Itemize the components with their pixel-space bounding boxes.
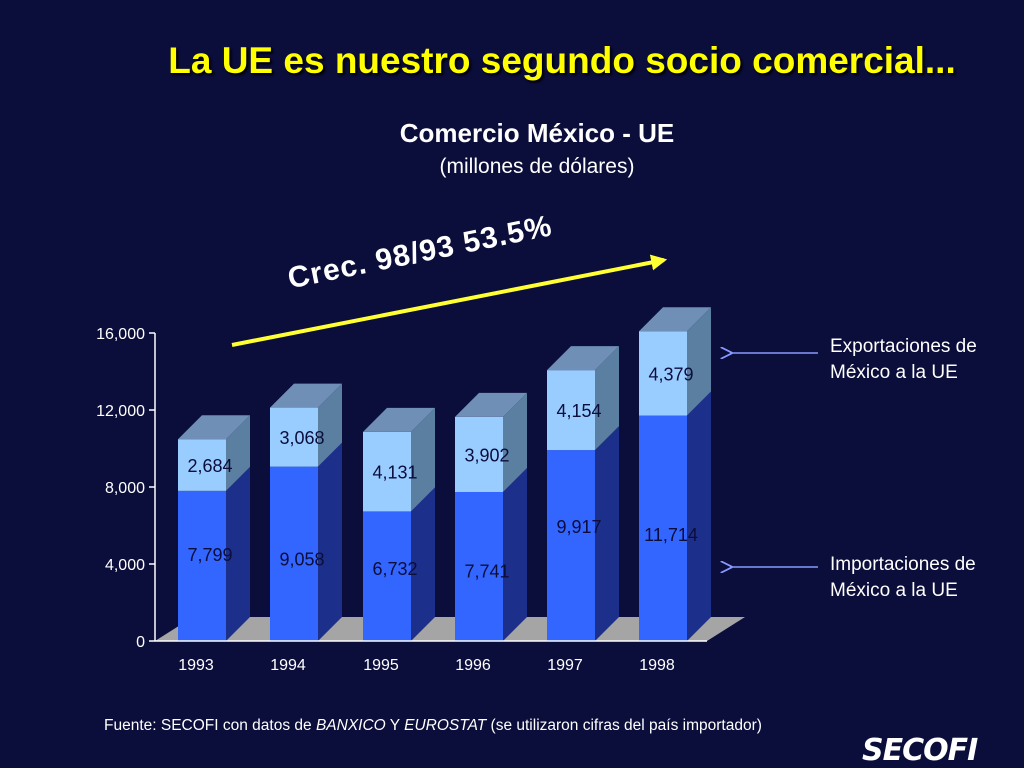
legend-exports-line1: Exportaciones de xyxy=(830,336,977,357)
x-tick-label: 1998 xyxy=(639,657,675,674)
legend-imports-line1: Importaciones de xyxy=(830,554,976,575)
imports-value-label: 6,732 xyxy=(372,559,417,579)
chart-subtitle: (millones de dólares) xyxy=(439,155,635,178)
y-tick-label: 0 xyxy=(136,634,145,651)
legend-imports-line2: México a la UE xyxy=(830,580,958,601)
y-tick-label: 12,000 xyxy=(96,403,145,420)
bar-top xyxy=(363,407,435,432)
chart-title: Comercio México - UE xyxy=(399,118,675,148)
source-eurostat: EUROSTAT xyxy=(404,717,487,734)
y-tick-label: 4,000 xyxy=(105,557,145,574)
imports-bar-side xyxy=(595,426,619,641)
bar-top xyxy=(270,383,342,408)
exports-value-label: 3,068 xyxy=(279,428,324,448)
imports-bar-side xyxy=(411,487,435,641)
y-tick-label: 16,000 xyxy=(96,326,145,343)
slide-title: La UE es nuestro segundo socio comercial… xyxy=(168,40,956,81)
imports-bar xyxy=(178,490,226,641)
secofi-logo: SECOFI xyxy=(862,733,978,768)
imports-value-label: 7,741 xyxy=(464,561,509,581)
legend-exports: Exportaciones de México a la UE xyxy=(830,334,977,386)
source-banxico: BANXICO xyxy=(315,717,386,734)
exports-bar-side xyxy=(411,407,435,512)
imports-value-label: 9,917 xyxy=(556,517,601,537)
imports-bar-side xyxy=(503,467,527,641)
legend-imports: Importaciones de México a la UE xyxy=(830,552,976,604)
source-note: Fuente: SECOFI con datos de BANXICO Y EU… xyxy=(104,717,762,735)
exports-bar xyxy=(363,431,411,512)
exports-bar xyxy=(455,416,503,492)
x-tick-label: 1997 xyxy=(547,657,583,674)
imports-bar-side xyxy=(318,442,342,641)
legend-exports-line2: México a la UE xyxy=(830,362,958,383)
imports-value-label: 9,058 xyxy=(279,549,324,569)
bar-top xyxy=(178,415,250,440)
exports-bar-side xyxy=(318,383,342,467)
exports-value-label: 4,154 xyxy=(556,401,601,421)
exports-value-label: 4,379 xyxy=(648,364,693,384)
exports-bar-side xyxy=(687,307,711,416)
exports-bar xyxy=(178,439,226,491)
exports-bar-side xyxy=(503,392,527,492)
bar-top xyxy=(455,392,527,417)
x-tick-label: 1995 xyxy=(363,657,399,674)
y-tick-label: 8,000 xyxy=(105,480,145,497)
imports-bar xyxy=(270,466,318,641)
imports-bar-side xyxy=(687,391,711,641)
exports-bar xyxy=(639,331,687,416)
source-y: Y xyxy=(385,717,405,734)
x-tick-label: 1996 xyxy=(455,657,491,674)
exports-bar xyxy=(547,370,595,451)
bars-group: 7,799 2,684 9,058 3,068 6,732 4,131 7,741 3,902… xyxy=(178,307,711,641)
imports-bar xyxy=(363,511,411,641)
bar-top xyxy=(639,307,711,332)
exports-bar xyxy=(270,407,318,467)
imports-bar-side xyxy=(226,466,250,641)
y-axis: 0 4,000 8,000 12,000 16,000 xyxy=(96,326,707,651)
bar-top xyxy=(547,346,619,371)
x-tick-label: 1994 xyxy=(270,657,306,674)
exports-value-label: 2,684 xyxy=(187,456,232,476)
imports-bar xyxy=(547,450,595,641)
imports-bar xyxy=(455,491,503,641)
imports-bar xyxy=(639,415,687,641)
growth-arrow xyxy=(231,254,668,347)
exports-bar-side xyxy=(595,346,619,451)
exports-bar-side xyxy=(226,415,250,491)
imports-value-label: 11,714 xyxy=(644,525,698,545)
source-prefix: Fuente: SECOFI con datos de xyxy=(104,717,316,734)
x-axis-labels: 1993 1994 1995 1996 1997 1998 xyxy=(178,657,675,674)
exports-value-label: 3,902 xyxy=(464,445,509,465)
exports-value-label: 4,131 xyxy=(372,463,417,483)
imports-value-label: 7,799 xyxy=(187,545,232,565)
source-suffix: (se utilizaron cifras del país importado… xyxy=(486,717,762,734)
x-tick-label: 1993 xyxy=(178,657,214,674)
